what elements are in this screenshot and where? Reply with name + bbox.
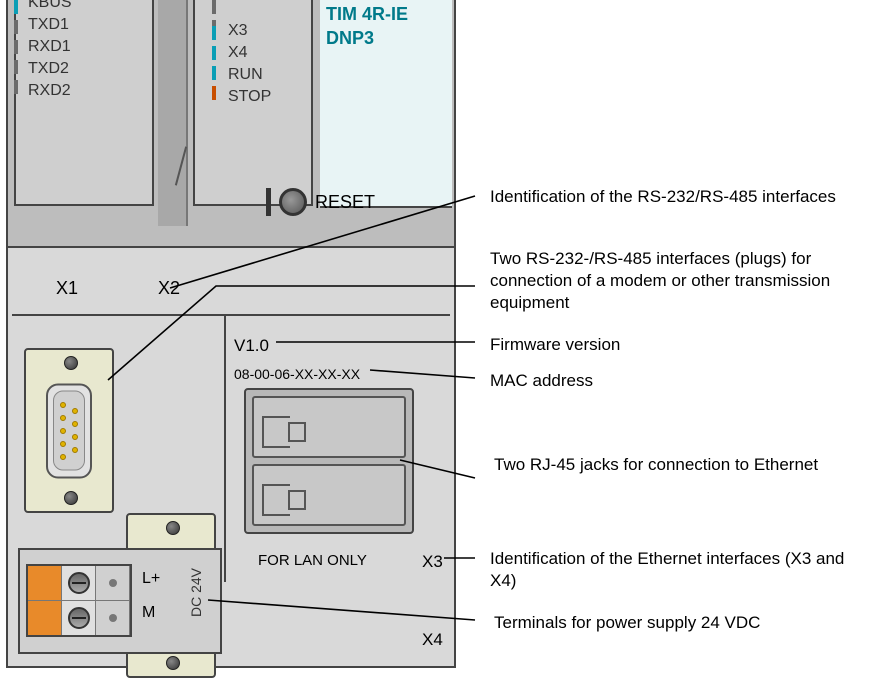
reset-slot-icon bbox=[266, 188, 271, 216]
led-txd1: TXD1 bbox=[28, 16, 72, 34]
reset-button-icon bbox=[279, 188, 307, 216]
led-rxd1: RXD1 bbox=[28, 38, 72, 56]
power-terminals[interactable] bbox=[26, 564, 132, 637]
rj45-port-x3[interactable] bbox=[252, 396, 406, 458]
mac-address: 08-00-06-XX-XX-XX bbox=[234, 366, 360, 382]
led-rxd2: RXD2 bbox=[28, 82, 72, 100]
led-x4: X4 bbox=[228, 44, 271, 62]
power-section: L+ M DC 24V bbox=[18, 548, 222, 654]
led-run: RUN bbox=[228, 66, 271, 84]
callout-power: Terminals for power supply 24 VDC bbox=[494, 612, 854, 634]
rs232-port-x1[interactable] bbox=[24, 348, 114, 513]
label-x2: X2 bbox=[158, 278, 180, 299]
led-kbus: KBUS bbox=[28, 0, 72, 12]
power-m: M bbox=[142, 604, 155, 622]
label-x3: X3 bbox=[422, 552, 443, 572]
label-x1: X1 bbox=[56, 278, 78, 299]
module-lower-panel: X1 X2 V1.0 08-00-06-XX-XX-XX FOR LAN ON bbox=[6, 248, 456, 668]
led-stop: STOP bbox=[228, 88, 271, 106]
rj45-port-x4[interactable] bbox=[252, 464, 406, 526]
callout-rs232-id: Identification of the RS-232/RS-485 inte… bbox=[490, 186, 860, 208]
led-ticks-right bbox=[212, 26, 216, 100]
led-labels-right: X3 X4 RUN STOP bbox=[228, 22, 271, 106]
dc24v-label: DC 24V bbox=[188, 568, 204, 617]
rj45-block bbox=[244, 388, 414, 534]
led-labels-left: KBUS TXD1 RXD1 TXD2 RXD2 bbox=[28, 0, 72, 100]
product-name-line2: DNP3 bbox=[326, 28, 374, 49]
led-ticks-left bbox=[14, 0, 18, 94]
callout-firmware: Firmware version bbox=[490, 334, 840, 356]
callout-mac: MAC address bbox=[490, 370, 840, 392]
led-txd2: TXD2 bbox=[28, 60, 72, 78]
callout-rs232-plugs: Two RS-232-/RS-485 interfaces (plugs) fo… bbox=[490, 248, 862, 314]
callout-ethernet-id: Identification of the Ethernet interface… bbox=[490, 548, 860, 592]
divider bbox=[12, 314, 450, 316]
module-slot bbox=[158, 0, 188, 226]
divider-vertical bbox=[224, 314, 226, 582]
reset-control[interactable]: RESET bbox=[266, 188, 375, 216]
label-x4: X4 bbox=[422, 630, 443, 650]
firmware-version: V1.0 bbox=[234, 336, 269, 356]
power-l-plus: L+ bbox=[142, 570, 160, 588]
tim-module-diagram: KBUS TXD1 RXD1 TXD2 RXD2 X3 X4 RUN STOP … bbox=[0, 0, 878, 675]
product-name-line1: TIM 4R-IE bbox=[326, 4, 408, 25]
reset-label: RESET bbox=[315, 192, 375, 213]
lan-only-label: FOR LAN ONLY bbox=[258, 552, 367, 569]
led-x3: X3 bbox=[228, 22, 271, 40]
callout-rj45: Two RJ-45 jacks for connection to Ethern… bbox=[494, 454, 834, 476]
